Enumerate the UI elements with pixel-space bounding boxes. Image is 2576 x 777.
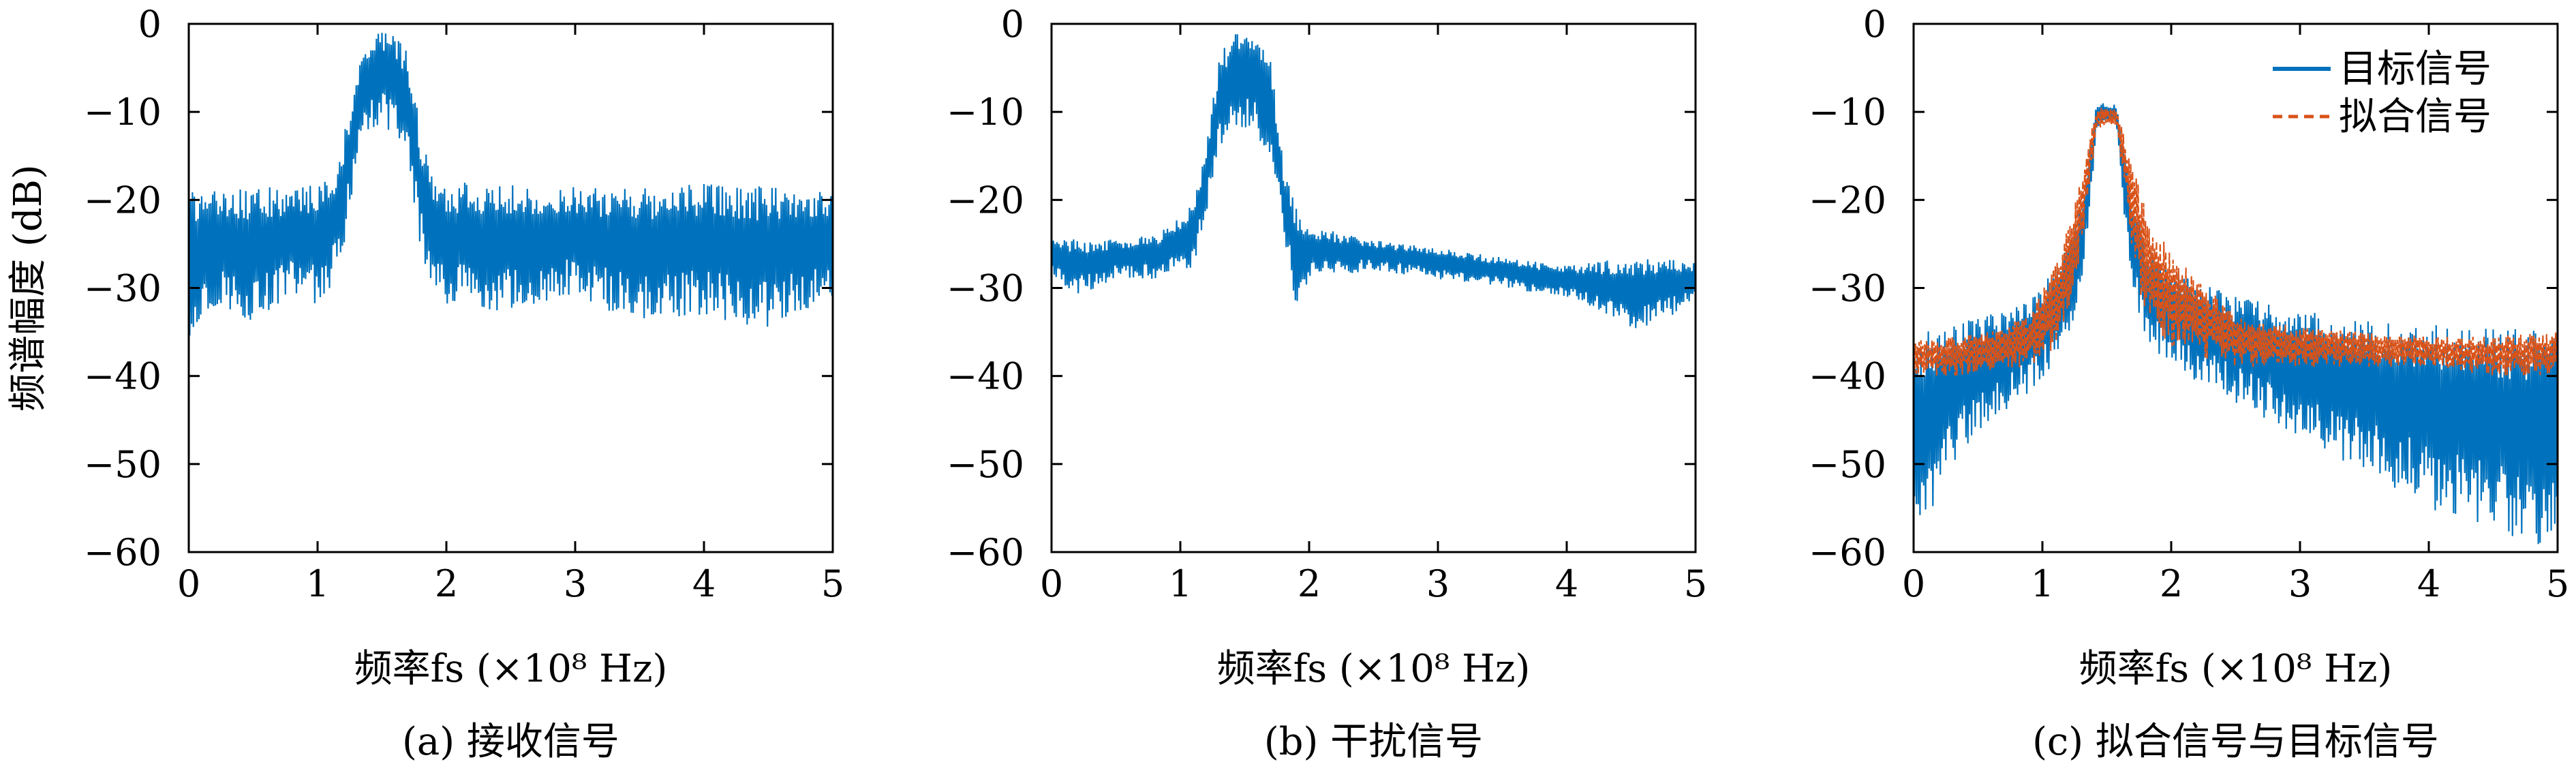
panel-a-series-1-line [189, 33, 833, 336]
panel-a-y-tick-label: −50 [84, 443, 162, 486]
panel-b-y-tick-label: −10 [947, 91, 1024, 134]
panel-c-data [1914, 103, 2558, 545]
panel-c-x-tick-label: 2 [2160, 562, 2183, 605]
panel-b-x-tick-label: 2 [1298, 562, 1321, 605]
panel-b-x-tick-label: 1 [1169, 562, 1192, 605]
panel-a-y-axis-title: 频谱幅度 (dB) [6, 164, 50, 412]
panel-b-y-tick-label: 0 [1001, 3, 1024, 46]
panel-b-y-tick-label: −40 [947, 355, 1024, 398]
panel-a-caption: (a) 接收信号 [402, 720, 619, 764]
panel-b-x-tick-label: 5 [1684, 562, 1707, 605]
panel-c-y-tick-label: −10 [1809, 91, 1886, 134]
panel-b-data [1052, 34, 1696, 329]
panel-a-y-tick-label: −30 [84, 267, 162, 310]
panel-b: 0 1 2 3 4 5 0 −10 −20 −30 −40 −50 −60 频率fs (×10⁸ Hz)… [947, 3, 1707, 764]
panel-c-y-tick-label: −60 [1809, 531, 1886, 574]
panel-c-y-tick-label: −50 [1809, 443, 1886, 486]
panel-b-y-tick-label: −20 [947, 179, 1024, 222]
panel-c-series-2-line [1914, 108, 2558, 376]
panel-b-series-1-line [1052, 34, 1696, 329]
panel-a-data [189, 33, 833, 336]
legend-label-target: 目标信号 [2339, 47, 2491, 91]
panel-c-caption: (c) 拟合信号与目标信号 [2032, 720, 2439, 764]
panel-a-y-tick-label: 0 [138, 3, 162, 46]
panel-a-x-axis-title: 频率fs (×10⁸ Hz) [354, 647, 668, 691]
panel-b-x-axis-title: 频率fs (×10⁸ Hz) [1217, 647, 1531, 691]
panel-a-x-tick-label: 0 [177, 562, 200, 605]
panel-c-y-tick-label: −40 [1809, 355, 1886, 398]
panel-a-x-tick-label: 2 [435, 562, 458, 605]
panel-b-caption: (b) 干扰信号 [1264, 720, 1483, 764]
panel-c: 0 1 2 3 4 5 0 −10 −20 −30 −40 −50 −60 频率fs (×10⁸ Hz)… [1809, 3, 2569, 764]
panel-a-ticks: 0 1 2 3 4 5 0 −10 −20 −30 −40 −50 −60 [84, 3, 844, 605]
panel-c-y-tick-label: −30 [1809, 267, 1886, 310]
panel-b-x-tick-label: 3 [1426, 562, 1450, 605]
panel-b-y-tick-label: −50 [947, 443, 1024, 486]
panel-a-x-tick-label: 4 [692, 562, 716, 605]
panel-c-x-tick-label: 3 [2288, 562, 2312, 605]
panel-a-x-tick-label: 1 [306, 562, 329, 605]
panel-c-y-tick-label: 0 [1863, 3, 1886, 46]
legend: 目标信号 拟合信号 [2273, 47, 2491, 139]
panel-a-y-tick-label: −60 [84, 531, 162, 574]
panel-a-y-tick-label: −40 [84, 355, 162, 398]
panel-a-y-tick-label: −10 [84, 91, 162, 134]
panel-c-x-tick-label: 0 [1902, 562, 1925, 605]
panel-c-y-tick-label: −20 [1809, 179, 1886, 222]
panel-c-x-tick-label: 4 [2417, 562, 2440, 605]
panel-c-series-1-line [1914, 103, 2558, 545]
panel-c-ticks: 0 1 2 3 4 5 0 −10 −20 −30 −40 −50 −60 [1809, 3, 2569, 605]
panel-b-y-tick-label: −60 [947, 531, 1024, 574]
panel-b-ticks: 0 1 2 3 4 5 0 −10 −20 −30 −40 −50 −60 [947, 3, 1707, 605]
panel-a: 0 1 2 3 4 5 0 −10 −20 −30 −40 −50 −60 频率fs (×10⁸ Hz)… [6, 3, 844, 764]
panel-a-x-tick-label: 5 [821, 562, 844, 605]
panel-c-x-tick-label: 1 [2031, 562, 2054, 605]
legend-label-fit: 拟合信号 [2339, 95, 2491, 139]
panel-a-y-tick-label: −20 [84, 179, 162, 222]
panel-a-x-tick-label: 3 [564, 562, 587, 605]
panel-b-x-tick-label: 4 [1555, 562, 1578, 605]
panel-c-x-tick-label: 5 [2546, 562, 2569, 605]
panel-b-x-tick-label: 0 [1040, 562, 1063, 605]
panel-b-y-tick-label: −30 [947, 267, 1024, 310]
panel-c-x-axis-title: 频率fs (×10⁸ Hz) [2079, 647, 2393, 691]
